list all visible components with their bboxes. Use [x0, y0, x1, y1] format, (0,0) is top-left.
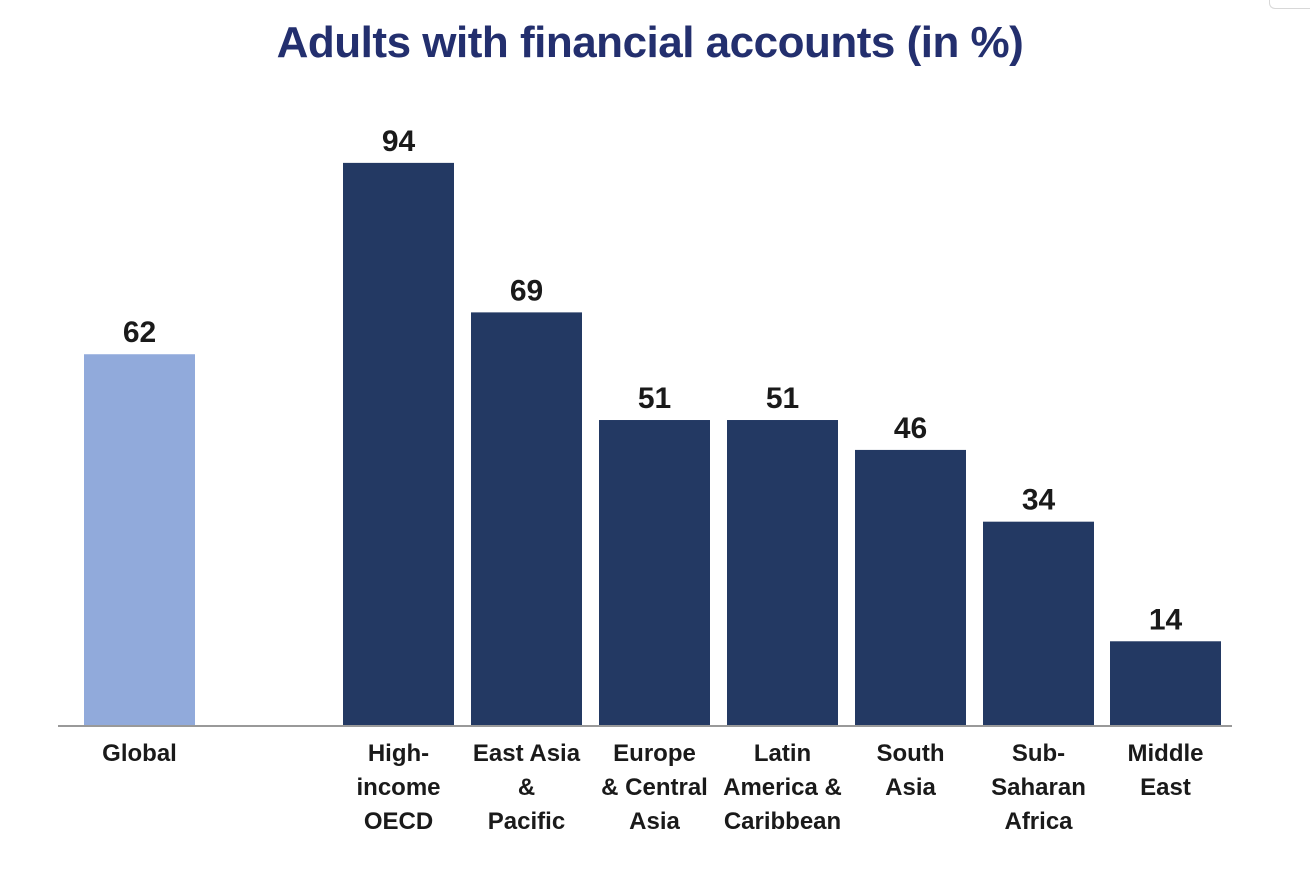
category-label-line: Caribbean [724, 808, 841, 835]
category-label-6: Sub- Saharan Africa [991, 740, 1086, 835]
bar-value-label-3: 51 [638, 382, 671, 415]
window-corner-decoration [1269, 0, 1310, 9]
category-label-line: Sub- [1012, 740, 1065, 767]
category-label-3: Europe & Central Asia [601, 740, 708, 835]
bar-1 [343, 162, 454, 725]
bar-7 [1110, 641, 1221, 725]
category-label-line: Global [102, 740, 177, 767]
category-label-line: OECD [364, 808, 433, 835]
category-label-5: South Asia [877, 740, 945, 801]
category-label-line: & Central [601, 774, 708, 801]
category-label-line: income [356, 774, 440, 801]
category-labels-group: Global High-income OECD East Asia & Pacific Eu… [102, 740, 1203, 835]
category-label-1: High-income OECD [356, 740, 440, 835]
bar-3 [599, 420, 710, 725]
category-label-line: Latin [754, 740, 811, 767]
bar-4 [727, 420, 838, 725]
bar-value-label-4: 51 [766, 382, 799, 415]
bar-0 [84, 354, 195, 725]
bar-value-label-7: 14 [1149, 603, 1183, 636]
category-label-line: Asia [885, 774, 936, 801]
category-label-2: East Asia & Pacific [473, 740, 581, 835]
category-label-line: South [877, 740, 945, 767]
category-label-line: Europe [613, 740, 696, 767]
category-label-line: East Asia [473, 740, 581, 767]
category-label-line: Pacific [488, 808, 565, 835]
bar-6 [983, 521, 1094, 725]
category-label-7: Middle East [1128, 740, 1204, 801]
category-label-line: Middle [1128, 740, 1204, 767]
bar-value-label-6: 34 [1022, 484, 1056, 517]
bar-5 [855, 449, 966, 725]
chart-title: Adults with financial accounts (in %) [276, 18, 1024, 67]
bar-value-label-0: 62 [123, 316, 156, 349]
bar-2 [471, 312, 582, 725]
category-label-line: Asia [629, 808, 680, 835]
bar-value-label-1: 94 [382, 125, 416, 158]
bar-value-label-2: 69 [510, 274, 543, 307]
category-label-line: Saharan [991, 774, 1086, 801]
value-labels-group: 62 94 69 51 51 46 34 14 [123, 125, 1183, 636]
category-label-0: Global [102, 740, 177, 767]
category-label-line: High- [368, 740, 429, 767]
category-label-line: & [518, 774, 535, 801]
category-label-line: Africa [1004, 808, 1073, 835]
bar-value-label-5: 46 [894, 412, 927, 445]
category-label-4: Latin America & Caribbean [723, 740, 842, 835]
bars-group [84, 162, 1221, 725]
category-label-line: East [1140, 774, 1191, 801]
category-label-line: America & [723, 774, 842, 801]
